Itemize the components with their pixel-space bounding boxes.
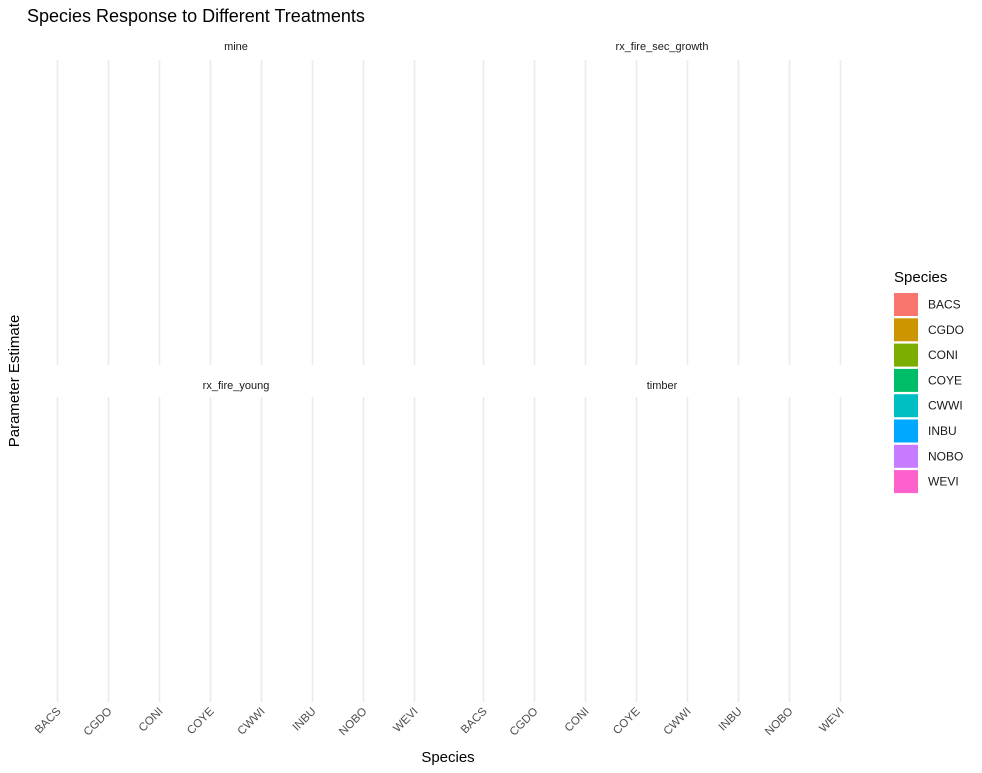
legend: Species BACS CGDO CONI COYE CWWI INBU NOBO WEVI xyxy=(894,269,964,494)
facet-strip-label: mine xyxy=(224,41,248,53)
x-tick-label: WEVI xyxy=(817,706,846,735)
x-tick-label: CGDO xyxy=(82,706,115,739)
x-tick-label: NOBO xyxy=(337,706,369,738)
legend-label: WEVI xyxy=(928,475,959,489)
facet-panels: mine rx_fire_sec_growth rx_fire_young timbe… xyxy=(56,41,842,702)
facet-strip-label: timber xyxy=(647,380,678,392)
facet-strip-label: rx_fire_young xyxy=(203,380,270,392)
chart-title: Species Response to Different Treatments xyxy=(27,6,365,26)
x-axis-title: Species xyxy=(421,749,474,766)
legend-swatch xyxy=(894,368,918,392)
legend-title: Species xyxy=(894,269,947,286)
facet-panel: timber xyxy=(482,380,842,702)
x-tick-label: INBU xyxy=(717,706,745,734)
facet-panel: mine xyxy=(56,41,416,365)
legend-swatch xyxy=(894,293,918,316)
x-tick-label: WEVI xyxy=(391,706,420,735)
legend-label: BACS xyxy=(928,298,961,312)
x-tick-label: BACS xyxy=(33,705,64,736)
x-tick-label: CGDO xyxy=(508,706,541,739)
facet-panel: rx_fire_young xyxy=(56,380,416,702)
x-tick-label: CWWI xyxy=(236,706,268,738)
legend-swatch xyxy=(894,318,918,342)
x-tick-label: CWWI xyxy=(662,706,694,738)
x-tick-label: COYE xyxy=(185,705,217,737)
legend-label: NOBO xyxy=(928,449,963,463)
legend-swatch xyxy=(894,470,918,494)
x-tick-label: NOBO xyxy=(763,706,795,738)
legend-label: INBU xyxy=(928,424,957,438)
facet-strip-label: rx_fire_sec_growth xyxy=(616,41,709,53)
y-axis-title: Parameter Estimate xyxy=(6,315,23,448)
legend-label: CWWI xyxy=(928,399,963,413)
x-tick-labels: BACS CGDO CONI COYE CWWI INBU NOBO WEVI BACS CGDO… xyxy=(33,705,847,738)
x-tick-label: CONI xyxy=(563,706,592,735)
legend-swatch xyxy=(894,343,918,367)
legend-swatch xyxy=(894,394,918,418)
x-tick-label: COYE xyxy=(611,705,643,737)
legend-label: CGDO xyxy=(928,323,964,337)
legend-items: BACS CGDO CONI COYE CWWI INBU NOBO WEVI xyxy=(894,293,964,494)
x-tick-label: CONI xyxy=(137,706,166,735)
x-tick-label: INBU xyxy=(291,706,319,734)
legend-label: CONI xyxy=(928,348,958,362)
legend-swatch xyxy=(894,419,918,443)
legend-swatch xyxy=(894,444,918,468)
x-tick-label: BACS xyxy=(459,705,490,736)
legend-label: COYE xyxy=(928,373,962,387)
facet-panel: rx_fire_sec_growth xyxy=(482,41,842,365)
